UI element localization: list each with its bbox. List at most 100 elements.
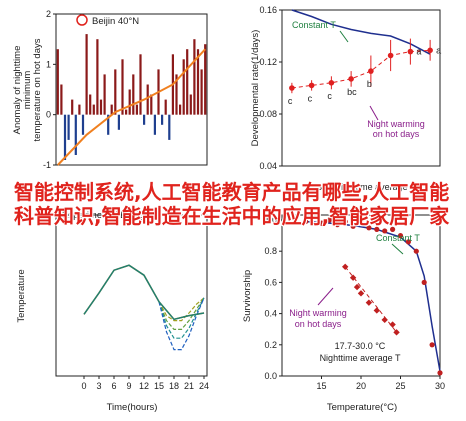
panel3-xlabel: Time(hours) xyxy=(107,402,158,413)
panel4-ytick-label-5: 1.0 xyxy=(264,215,277,225)
panel4-xtick-label-3: 30 xyxy=(435,381,445,391)
panel2-point-label-0: c xyxy=(288,96,293,106)
panel1-bar-7 xyxy=(81,114,85,135)
panel3-series-3 xyxy=(158,297,205,339)
panel2-point-2 xyxy=(328,80,335,86)
panel3-title: Experimental Design xyxy=(62,210,150,221)
panel1-bar-31 xyxy=(168,114,171,140)
panel1-bar-4 xyxy=(71,99,74,115)
panel2-point-5 xyxy=(387,52,394,59)
panel3-frame xyxy=(55,214,208,377)
panel2-ylabel: Developmental rate(1/days) xyxy=(250,30,261,147)
panel4-constant-point-11 xyxy=(397,233,404,239)
panel4-ylabel: Survivorship xyxy=(242,270,253,322)
panel2-point-6 xyxy=(407,48,414,55)
panel2-point-label-2: c xyxy=(327,91,332,101)
panel2-point-label-7: a xyxy=(436,45,441,55)
panel4-arrow-constant xyxy=(391,243,404,255)
panel2-ytick-label-2: 0.12 xyxy=(259,57,277,67)
panel2-point-0 xyxy=(289,85,295,91)
panel1-sun-icon xyxy=(76,14,88,26)
panel4-warming-point-4 xyxy=(365,299,373,306)
panel1-bar-27 xyxy=(153,114,156,135)
panel4-arrow-warming xyxy=(317,287,334,306)
panel1-bar-29 xyxy=(161,114,164,125)
panel1-bar-30 xyxy=(164,99,167,115)
panel1-bar-3 xyxy=(67,114,70,140)
panel1-bar-18 xyxy=(121,59,124,115)
panel2-arrow-constant xyxy=(339,30,349,43)
panel3-xtick-label-5: 15 xyxy=(154,381,164,391)
panel1-bar-16 xyxy=(114,69,117,115)
panel2-ytick-label-3: 0.16 xyxy=(259,5,277,15)
panel4-annotation-constant: Constant T xyxy=(376,233,420,243)
panel4-xtick-label-2: 25 xyxy=(395,381,405,391)
panel4-constant-point-14 xyxy=(421,279,427,285)
panel4-annotation-warming-2: on hot days xyxy=(295,319,342,329)
panel2-annotation-average: 18.3°C Nighttime average T xyxy=(305,182,416,192)
panel4-annotation-average-2: Nighttime average T xyxy=(320,353,401,363)
panel4-ytick-label-3: 0.6 xyxy=(264,277,277,287)
panel2-annotation-warming-1: Night warming xyxy=(367,119,425,129)
panel4-constant-point-15 xyxy=(429,342,435,348)
panel4-warming-point-7 xyxy=(389,321,396,328)
panel4-annotation-average-1: 17.7-30.0 °C xyxy=(335,341,386,351)
panel1-bar-14 xyxy=(107,114,110,135)
panel3-xtick-label-7: 21 xyxy=(184,381,194,391)
panel1-bar-8 xyxy=(85,34,88,115)
panel3-xtick-label-4: 12 xyxy=(139,381,149,391)
panel1-bar-9 xyxy=(89,94,92,115)
panel1-bar-37 xyxy=(189,94,192,115)
panel4-constant-point-13 xyxy=(413,248,419,254)
panel4-warming-point-5 xyxy=(373,307,380,314)
panel1-bar-21 xyxy=(132,74,135,115)
panel4-constant-point-2 xyxy=(326,217,332,223)
panel1-bar-20 xyxy=(128,89,131,115)
panel2-point-1 xyxy=(308,82,315,89)
panel1-bar-13 xyxy=(103,74,106,115)
panel3-series-1 xyxy=(158,297,205,322)
panel4-constant-point-5 xyxy=(350,223,356,229)
panel3-series-2 xyxy=(158,297,205,330)
overlay-caption: 智能控制系统,人工智能教育产品有哪些,人工智能科普知识,智能制造在生活中的应用,… xyxy=(14,180,450,228)
panel2-point-label-3: bc xyxy=(347,87,357,97)
panel3-xtick-label-0: 0 xyxy=(81,381,86,391)
panel4-constant-point-3 xyxy=(334,222,340,228)
panel2-point-label-1: c xyxy=(308,93,313,103)
panel3-xtick-label-8: 24 xyxy=(199,381,209,391)
panel4-constant-point-12 xyxy=(405,239,411,245)
panel1-bar-24 xyxy=(143,114,146,125)
panel1-bar-35 xyxy=(182,59,185,115)
panel4-ytick-label-1: 0.2 xyxy=(264,340,277,350)
panel4-constant-point-8 xyxy=(374,226,380,232)
panel1-bar-38 xyxy=(193,39,196,115)
panel1-trend-line xyxy=(57,48,206,166)
panel2-ytick-label-0: 0.04 xyxy=(259,161,277,171)
panel1-ylabel-line-2: temperature on hot days xyxy=(32,38,43,141)
panel1-bar-15 xyxy=(110,104,113,115)
panel4-ytick-label-4: 0.8 xyxy=(264,246,277,256)
panel4-xtick-label-0: 15 xyxy=(316,381,326,391)
panel1-title: Beijin 40°N xyxy=(92,16,139,27)
panel4-xtick-label-1: 20 xyxy=(356,381,366,391)
panel1-bar-26 xyxy=(150,94,153,115)
panel1-bar-17 xyxy=(117,114,120,130)
panel1-bar-36 xyxy=(186,49,189,115)
panel4-constant-point-16 xyxy=(437,370,443,376)
panel2-point-3 xyxy=(348,76,354,82)
panel1-ytick-label-2: 1 xyxy=(46,59,51,69)
panel1-bar-6 xyxy=(78,104,81,115)
panel1-ylabel-line-0: Anomaly of nighttime xyxy=(12,46,23,135)
panel3-series-4 xyxy=(158,297,205,351)
panel3-series-0 xyxy=(83,264,205,321)
panel1-bar-2 xyxy=(63,114,67,160)
panel1-ytick-label-1: 0 xyxy=(46,110,51,120)
panel1-bar-39 xyxy=(196,49,200,115)
panel3-xtick-label-1: 3 xyxy=(96,381,101,391)
panel2-constant-line xyxy=(291,9,431,55)
panel3-xtick-label-3: 9 xyxy=(126,381,131,391)
panel1-bar-19 xyxy=(125,109,128,115)
panel4-ytick-label-2: 0.4 xyxy=(264,309,277,319)
panel1-bar-33 xyxy=(175,74,178,115)
